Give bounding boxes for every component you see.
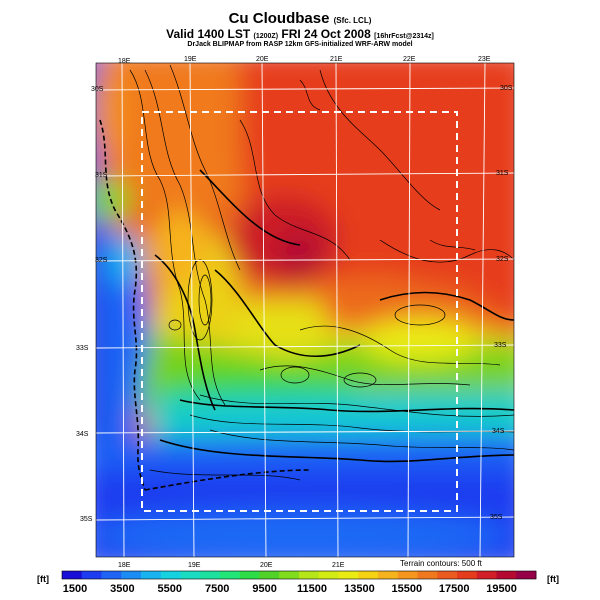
lat-label-left: 35S <box>80 516 93 523</box>
colorbar-swatch <box>101 571 122 579</box>
colorbar <box>61 570 537 580</box>
colorbar-swatch <box>516 571 537 579</box>
coastline <box>99 119 146 491</box>
map-panel <box>96 63 514 557</box>
colorbar-tick-label: 3500 <box>110 583 134 595</box>
colorbar-swatch <box>318 571 339 579</box>
lat-label-right: 33S <box>494 342 507 349</box>
lat-label-right: 31S <box>496 170 509 177</box>
lon-label-bottom: 18E <box>118 562 131 569</box>
lon-label-bottom: 19E <box>188 562 201 569</box>
colorbar-swatch <box>476 571 497 579</box>
colorbar-tick-label: 15500 <box>392 583 423 595</box>
cloudbase-field <box>96 63 514 557</box>
colorbar-tick-label: 11500 <box>297 583 327 595</box>
lon-label-top: 23E <box>478 56 491 63</box>
lat-label-right: 32S <box>496 256 509 263</box>
lon-label-top: 22E <box>403 56 416 63</box>
lat-label-left: 33S <box>76 345 89 352</box>
colorbar-swatch <box>358 571 379 579</box>
colorbar-swatch <box>417 571 438 579</box>
colorbar-frame <box>61 570 537 580</box>
colorbar-swatch <box>279 571 300 579</box>
inner-domain-box <box>141 111 458 512</box>
colorbar-swatch <box>180 571 201 579</box>
map-frame <box>95 62 515 558</box>
colorbar-tick-label: 17500 <box>439 583 470 595</box>
lon-label-top: 19E <box>184 56 197 63</box>
colorbar-swatch <box>121 571 142 579</box>
colorbar-swatch <box>496 571 517 579</box>
model-info: DrJack BLIPMAP from RASP 12km GFS-initia… <box>187 41 413 48</box>
lon-label-top: 21E <box>330 56 343 63</box>
terrain-contour-note: Terrain contours: 500 ft <box>400 559 482 568</box>
lat-label-left: 34S <box>76 431 89 438</box>
colorbar-swatch <box>141 571 162 579</box>
valid-time: Valid 1400 LST (1200Z) FRI 24 Oct 2008 [… <box>166 27 434 41</box>
colorbar-swatch <box>299 571 320 579</box>
lat-label-left: 32S <box>95 257 108 264</box>
colorbar-ticks: 1500 3500 5500 7500 9500 11500 13500 15500 17500… <box>63 583 517 595</box>
lon-label-top: 18E <box>118 58 131 65</box>
lat-label-right: 30S <box>500 85 513 92</box>
colorbar-swatch <box>338 571 359 579</box>
lat-label-left: 31S <box>95 172 108 179</box>
colorbar-tick-label: 13500 <box>344 583 375 595</box>
colorbar-swatch <box>62 571 83 579</box>
lat-label-left: 30S <box>91 86 104 93</box>
colorbar-swatch <box>437 571 458 579</box>
colorbar-swatch <box>81 571 102 579</box>
lat-label-right: 35S <box>490 514 503 521</box>
colorbar-swatch <box>239 571 260 579</box>
unit-label-left: [ft] <box>37 574 49 584</box>
terrain-contours-thick <box>154 169 514 463</box>
colorbar-tick-label: 5500 <box>158 583 182 595</box>
colorbar-swatch <box>457 571 478 579</box>
colorbar-swatch <box>160 571 181 579</box>
colorbar-tick-label: 7500 <box>205 583 229 595</box>
colorbar-tick-label: 19500 <box>486 583 517 595</box>
colorbar-swatch <box>378 571 399 579</box>
colorbar-swatch <box>220 571 241 579</box>
colorbar-swatch <box>259 571 280 579</box>
lon-label-bottom: 20E <box>260 562 273 569</box>
colorbar-swatch <box>397 571 418 579</box>
colorbar-tick-label: 9500 <box>252 583 276 595</box>
unit-label-right: [ft] <box>547 574 559 584</box>
latlon-grid <box>96 63 514 557</box>
colorbar-tick-label: 1500 <box>63 583 87 595</box>
lon-label-top: 20E <box>256 56 269 63</box>
chart-title: Cu Cloudbase (Sfc. LCL) <box>228 10 372 27</box>
lat-label-right: 34S <box>492 428 505 435</box>
terrain-contours <box>129 64 514 481</box>
colorbar-swatch <box>200 571 221 579</box>
lon-label-bottom: 21E <box>332 562 345 569</box>
